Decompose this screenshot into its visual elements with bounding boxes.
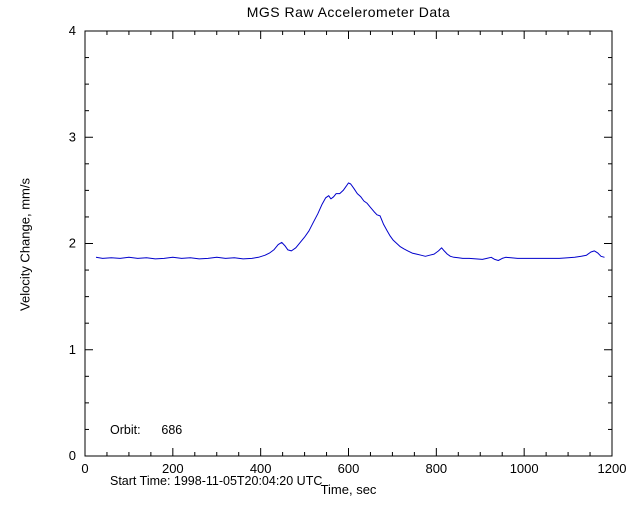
x-tick-label: 800 [425,461,447,476]
x-tick-label: 200 [162,461,184,476]
y-tick-label: 3 [69,129,76,144]
x-tick-label: 400 [250,461,272,476]
y-tick-label: 0 [69,448,76,463]
data-line-velocity-change [95,182,605,261]
x-tick-label: 1000 [510,461,539,476]
y-tick-label: 1 [69,342,76,357]
annotation-start-time: Start Time: 1998-11-05T20:04:20 UTC [110,474,323,488]
x-tick-label: 600 [338,461,360,476]
y-tick-label: 4 [69,23,76,38]
x-tick-label: 1200 [598,461,627,476]
chart-title: MGS Raw Accelerometer Data [246,4,451,20]
annotation-orbit: Orbit: 686 [110,423,183,437]
x-tick-label: 0 [81,461,88,476]
y-tick-label: 2 [69,236,76,251]
x-axis-label: Time, sec [320,482,377,497]
orbit-annotations: Orbit: 686 Start Time: 1998-11-05T20:04:… [110,388,322,512]
